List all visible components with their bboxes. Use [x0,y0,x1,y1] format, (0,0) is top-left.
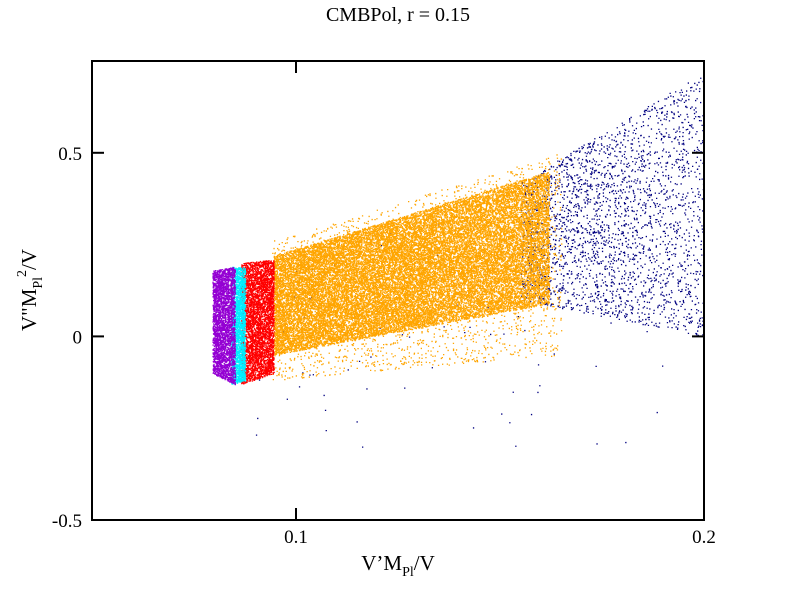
y-tick-label: 0.5 [58,144,82,165]
y-tick-label: 0 [73,327,83,348]
x-axis-label: V’MPl/V [361,551,435,580]
point-cloud-series-5 [212,267,237,386]
plot-frame [91,60,705,521]
point-cloud-series-3 [240,260,275,385]
y-axis-label: V"MPl2/V [15,249,46,331]
axis-ticks: 0.1 0.2 -0.5 0 0.5 [52,61,716,548]
data-points [212,77,705,448]
x-tick-label: 0.2 [692,527,716,548]
x-tick-label: 0.1 [284,527,308,548]
point-cloud-series-2 [271,154,563,381]
y-tick-label: -0.5 [52,511,82,532]
chart-title: CMBPol, r = 0.15 [326,4,470,26]
